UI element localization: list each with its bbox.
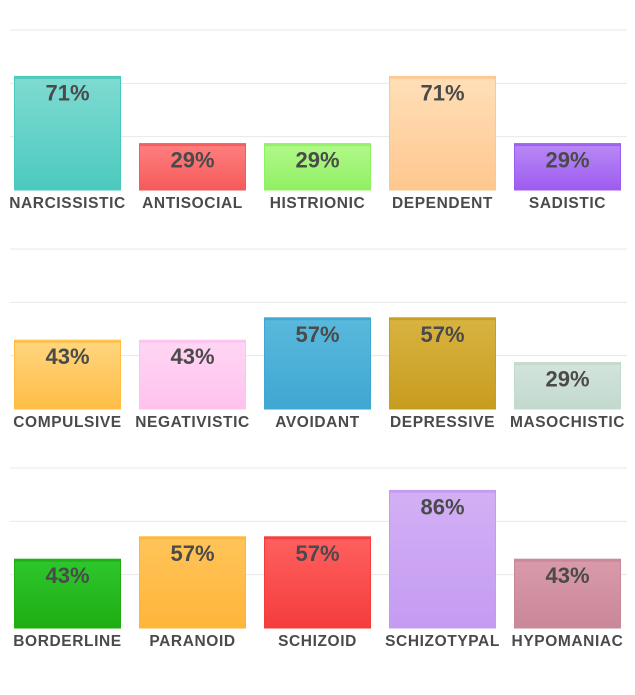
category-label: NARCISSISTIC (9, 195, 126, 212)
data-label: 57% (295, 541, 339, 566)
category-label: DEPRESSIVE (390, 414, 495, 431)
bar (514, 362, 621, 410)
category-label: DEPENDENT (392, 195, 493, 212)
category-label: COMPULSIVE (13, 414, 121, 431)
data-label: 43% (545, 563, 589, 588)
bar (14, 339, 121, 410)
bar-chart-panel: 71% NARCISSISTIC 29% ANTISOCIAL 29% HISTRIONI… (9, 29, 627, 212)
data-label: 57% (295, 322, 339, 347)
category-label: ANTISOCIAL (142, 195, 243, 212)
data-label: 71% (45, 80, 89, 105)
category-label: MASOCHISTIC (510, 414, 625, 431)
bar (139, 143, 246, 191)
category-label: NEGATIVISTIC (135, 414, 250, 431)
data-label: 29% (295, 148, 339, 173)
category-label: SCHIZOTYPAL (385, 633, 500, 650)
bar (514, 558, 621, 629)
category-label: PARANOID (149, 633, 235, 650)
bar-chart-panel: 43% COMPULSIVE 43% NEGATIVISTIC 57% AVOIDANT 5… (10, 248, 627, 431)
bar (514, 143, 621, 191)
data-label: 86% (420, 494, 464, 519)
data-label: 71% (420, 80, 464, 105)
data-label: 43% (45, 563, 89, 588)
bar (139, 536, 246, 629)
data-label: 43% (170, 344, 214, 369)
category-label: BORDERLINE (13, 633, 121, 650)
data-label: 29% (170, 148, 214, 173)
data-label: 57% (170, 541, 214, 566)
bar (264, 536, 371, 629)
category-label: SADISTIC (529, 195, 606, 212)
category-label: SCHIZOID (278, 633, 357, 650)
bar (389, 317, 496, 410)
bar (264, 143, 371, 191)
bar (389, 75, 496, 191)
bar (389, 489, 496, 629)
bar-chart-panel: 43% BORDERLINE 57% PARANOID 57% SCHIZOID 86% SC… (10, 467, 627, 650)
data-label: 29% (545, 367, 589, 392)
data-label: 57% (420, 322, 464, 347)
category-label: AVOIDANT (275, 414, 360, 431)
bar (139, 339, 246, 410)
bar (264, 317, 371, 410)
bar (14, 75, 121, 191)
bar (14, 558, 121, 629)
data-label: 29% (545, 148, 589, 173)
category-label: HISTRIONIC (270, 195, 366, 212)
data-label: 43% (45, 344, 89, 369)
category-label: HYPOMANIAC (512, 633, 624, 650)
